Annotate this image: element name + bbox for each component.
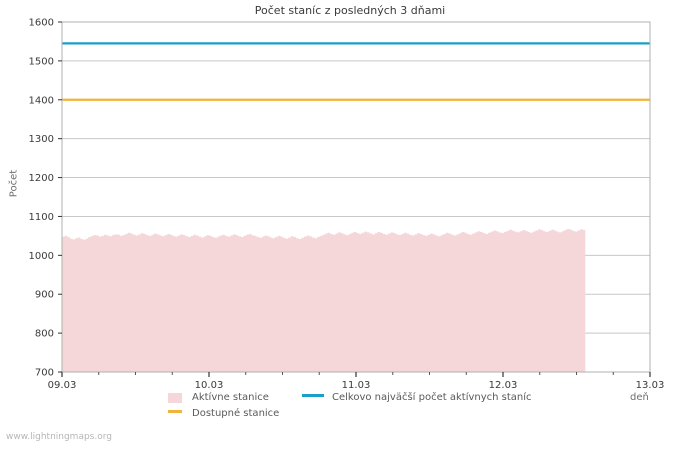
y-tick-label: 1200 <box>29 173 54 184</box>
y-tick-label: 1400 <box>29 95 54 106</box>
legend-area-swatch-icon <box>168 392 182 403</box>
legend-label: Aktívne stanice <box>192 392 269 403</box>
y-tick-label: 800 <box>35 329 54 340</box>
legend-row-2: Dostupné stanice <box>168 408 588 424</box>
legend-row-1: Aktívne stanice Celkovo najväčší počet a… <box>168 392 588 408</box>
data-series <box>62 42 650 372</box>
x-tick-label: 10.03 <box>195 380 224 391</box>
chart-legend: Aktívne stanice Celkovo najväčší počet a… <box>168 392 588 424</box>
legend-item-celkovo-najvacsi[interactable]: Celkovo najväčší počet aktívnych staníc <box>302 392 532 404</box>
legend-label: Celkovo najväčší počet aktívnych staníc <box>332 392 532 403</box>
legend-label: Dostupné stanice <box>192 408 280 419</box>
watermark: www.lightningmaps.org <box>6 432 112 442</box>
y-tick-label: 700 <box>35 368 54 379</box>
area-series-aktivne-stanice <box>62 228 586 372</box>
y-tick-label: 1000 <box>29 251 54 262</box>
y-axis-label: Počet <box>8 169 20 198</box>
chart-title: Počet staníc z posledných 3 dňami <box>254 4 446 17</box>
y-tick-label: 1600 <box>29 18 54 29</box>
x-tick-label: 11.03 <box>342 380 371 391</box>
y-tick-label: 1100 <box>29 212 54 223</box>
x-tick-label: 09.03 <box>48 380 77 391</box>
x-axis-ticks: 09.03 10.03 11.03 12.03 13.03 <box>48 372 665 391</box>
x-tick-label: 12.03 <box>489 380 518 391</box>
y-tick-label: 1500 <box>29 56 54 67</box>
legend-line-swatch-icon <box>302 394 324 397</box>
y-tick-label: 900 <box>35 290 54 301</box>
legend-item-aktivne-stanice[interactable]: Aktívne stanice <box>168 392 269 404</box>
y-tick-label: 1300 <box>29 134 54 145</box>
legend-line-swatch-icon <box>168 410 182 413</box>
x-tick-label: 13.03 <box>636 380 665 391</box>
y-axis-ticks: 700 800 900 1000 1100 1200 1300 1400 1500 1600 <box>29 18 62 379</box>
legend-item-dostupne-stanice[interactable]: Dostupné stanice <box>168 408 279 420</box>
x-axis-label: deň <box>630 392 649 403</box>
